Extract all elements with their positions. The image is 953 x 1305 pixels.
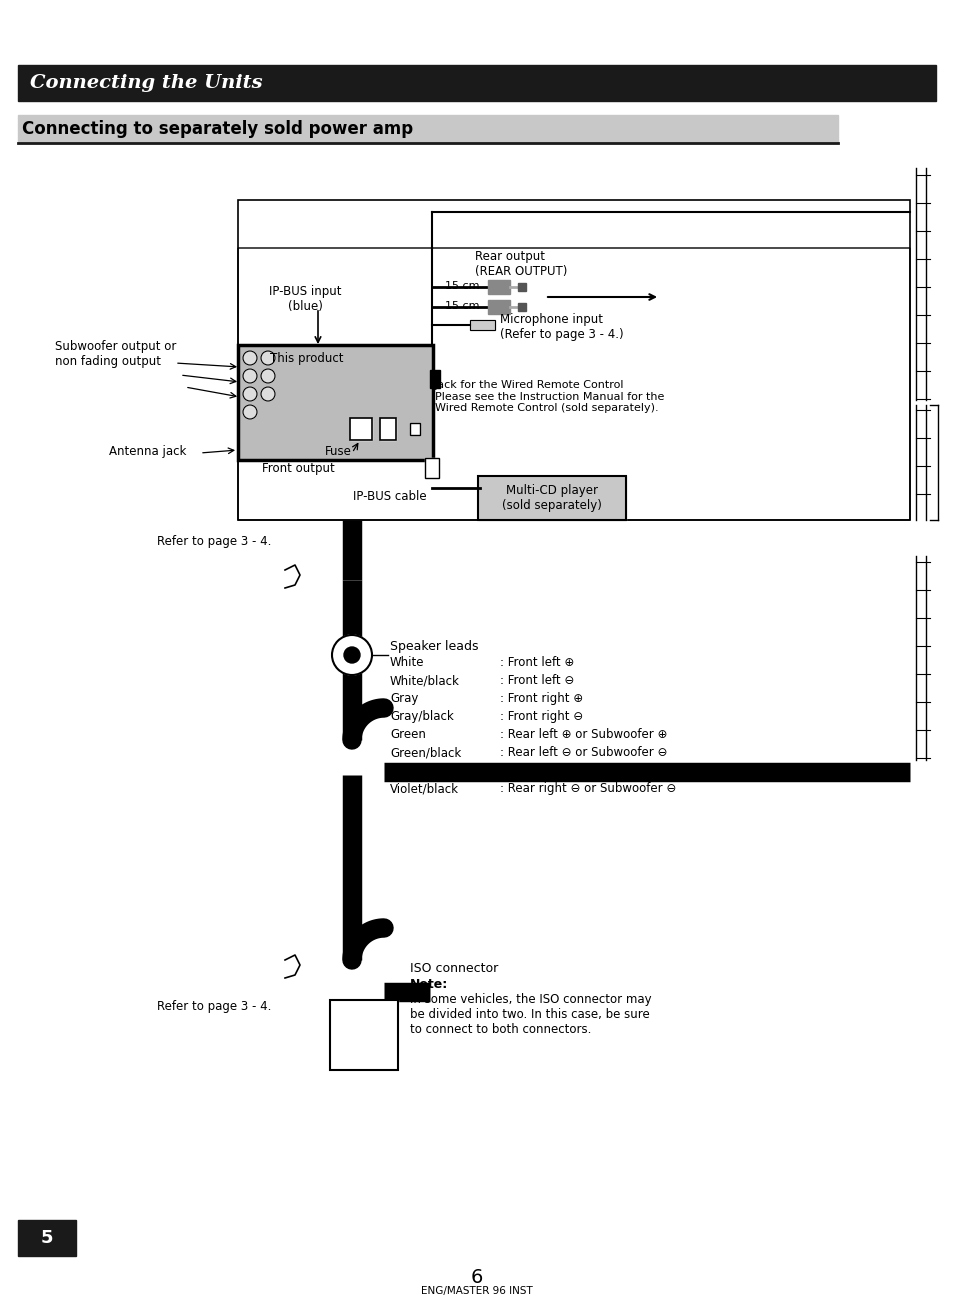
Bar xyxy=(330,1000,397,1070)
Circle shape xyxy=(243,405,256,419)
Text: Multi-CD player
(sold separately): Multi-CD player (sold separately) xyxy=(501,484,601,512)
Text: : Rear right ⊖ or Subwoofer ⊖: : Rear right ⊖ or Subwoofer ⊖ xyxy=(499,782,676,795)
Bar xyxy=(470,320,495,330)
Bar xyxy=(330,1000,397,1070)
Bar xyxy=(379,418,395,440)
Circle shape xyxy=(261,388,274,401)
Text: Green: Green xyxy=(390,728,425,741)
Text: Jack for the Wired Remote Control
Please see the Instruction Manual for the
Wire: Jack for the Wired Remote Control Please… xyxy=(435,380,663,414)
Circle shape xyxy=(243,388,256,401)
Bar xyxy=(488,300,510,315)
Text: Violet/black: Violet/black xyxy=(390,782,458,795)
Text: ENG/MASTER 96 INST: ENG/MASTER 96 INST xyxy=(420,1285,533,1296)
Text: Subwoofer output or
non fading output: Subwoofer output or non fading output xyxy=(55,341,176,368)
Text: 15 cm: 15 cm xyxy=(444,281,479,291)
Text: Fuse: Fuse xyxy=(324,445,351,458)
Text: IP-BUS input
(blue): IP-BUS input (blue) xyxy=(269,284,341,313)
Bar xyxy=(424,458,438,478)
Text: Rear output
(REAR OUTPUT): Rear output (REAR OUTPUT) xyxy=(475,251,567,278)
Text: 15 cm: 15 cm xyxy=(444,301,479,311)
Text: 5: 5 xyxy=(41,1229,53,1248)
Text: White/black: White/black xyxy=(390,673,459,686)
Text: Violet: Violet xyxy=(390,763,423,776)
Text: ISO connector: ISO connector xyxy=(410,962,497,975)
Text: Gray/black: Gray/black xyxy=(390,710,454,723)
Circle shape xyxy=(344,647,359,663)
Bar xyxy=(237,345,433,459)
Text: Speaker leads: Speaker leads xyxy=(390,639,478,652)
Bar xyxy=(350,418,372,440)
Circle shape xyxy=(261,369,274,382)
Text: Antenna jack: Antenna jack xyxy=(110,445,187,458)
Bar xyxy=(237,345,433,459)
Text: Gray: Gray xyxy=(390,692,418,705)
Text: : Front left ⊕: : Front left ⊕ xyxy=(499,656,574,669)
Bar xyxy=(424,458,438,478)
Text: Microphone input
(Refer to page 3 - 4.): Microphone input (Refer to page 3 - 4.) xyxy=(499,313,623,341)
Text: In some vehicles, the ISO connector may
be divided into two. In this case, be su: In some vehicles, the ISO connector may … xyxy=(410,993,651,1036)
Text: : Rear left ⊖ or Subwoofer ⊖: : Rear left ⊖ or Subwoofer ⊖ xyxy=(499,746,667,760)
Bar xyxy=(470,320,495,330)
Text: IP-BUS cable: IP-BUS cable xyxy=(353,489,426,502)
Text: : Rear right ⊕ or Subwoofer ⊕: : Rear right ⊕ or Subwoofer ⊕ xyxy=(499,763,676,776)
Text: Connecting to separately sold power amp: Connecting to separately sold power amp xyxy=(22,120,413,138)
Bar xyxy=(477,476,625,519)
Bar xyxy=(488,281,510,294)
Bar xyxy=(430,371,439,388)
Circle shape xyxy=(243,369,256,382)
Text: Refer to page 3 - 4.: Refer to page 3 - 4. xyxy=(157,535,271,548)
Bar xyxy=(410,423,419,435)
Bar xyxy=(410,423,419,435)
Bar xyxy=(477,476,625,519)
Bar xyxy=(18,115,837,144)
Circle shape xyxy=(261,351,274,365)
Text: Connecting the Units: Connecting the Units xyxy=(30,74,262,91)
Text: 6: 6 xyxy=(471,1268,482,1287)
Bar xyxy=(517,283,525,291)
Text: Green/black: Green/black xyxy=(390,746,460,760)
Bar xyxy=(18,65,935,100)
Circle shape xyxy=(332,636,372,675)
Bar xyxy=(379,418,395,440)
Text: Refer to page 3 - 4.: Refer to page 3 - 4. xyxy=(157,1000,271,1013)
Text: Front output: Front output xyxy=(262,462,335,475)
Bar xyxy=(18,1220,76,1255)
Circle shape xyxy=(243,351,256,365)
Text: This product: This product xyxy=(270,352,343,365)
Text: : Rear left ⊕ or Subwoofer ⊕: : Rear left ⊕ or Subwoofer ⊕ xyxy=(499,728,667,741)
Text: Note:: Note: xyxy=(410,977,448,990)
Bar xyxy=(517,303,525,311)
Text: : Front right ⊖: : Front right ⊖ xyxy=(499,710,582,723)
Text: White: White xyxy=(390,656,424,669)
Text: : Front right ⊕: : Front right ⊕ xyxy=(499,692,582,705)
Bar xyxy=(350,418,372,440)
Text: : Front left ⊖: : Front left ⊖ xyxy=(499,673,574,686)
